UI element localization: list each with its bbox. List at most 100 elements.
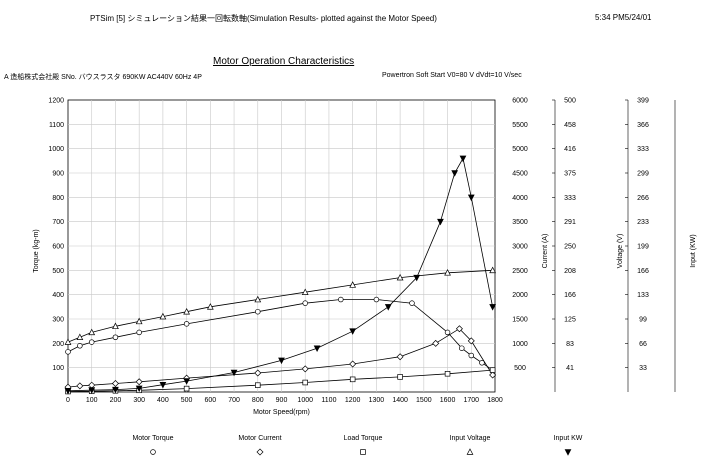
data-point — [455, 325, 463, 333]
y-tick-label: 166 — [564, 292, 576, 299]
data-point — [65, 349, 71, 355]
data-point — [230, 369, 238, 377]
y-tick-label: 41 — [566, 365, 574, 372]
legend-marker — [466, 448, 474, 455]
y-tick-label: 5500 — [512, 122, 528, 129]
legend-label: Input KW — [554, 435, 583, 442]
data-point — [459, 155, 467, 163]
legend-label: Motor Torque — [132, 435, 173, 442]
y-tick-label: 83 — [566, 341, 574, 348]
data-point — [479, 360, 485, 366]
y-axis-label: Current (A) — [542, 234, 549, 269]
data-point — [183, 321, 190, 327]
y-tick-label: 208 — [564, 268, 576, 275]
y-tick-label: 1100 — [49, 122, 64, 129]
x-tick-label: 400 — [157, 397, 169, 404]
legend-label: Motor Current — [238, 435, 281, 442]
data-point — [88, 339, 95, 345]
data-point — [206, 303, 214, 310]
data-point — [301, 365, 309, 373]
y-axis-label: Voltage (V) — [617, 234, 624, 269]
data-point — [413, 274, 421, 282]
data-point — [489, 367, 496, 373]
y-tick-label: 1000 — [48, 146, 64, 153]
data-point — [349, 376, 356, 383]
data-point — [254, 369, 262, 377]
motor-info: A 造船株式会社殿 SNo. バウスラスタ 690KW AC440V 60Hz … — [4, 74, 202, 81]
x-tick-label: 1600 — [440, 397, 456, 404]
x-tick-label: 900 — [276, 397, 288, 404]
y-tick-label: 800 — [52, 195, 64, 202]
y-tick-label: 1000 — [512, 341, 528, 348]
timestamp: 5:34 PM5/24/01 — [595, 13, 652, 22]
y-tick-label: 300 — [52, 317, 64, 324]
data-point — [76, 382, 84, 390]
data-point — [183, 307, 190, 315]
y-tick-label: 458 — [564, 122, 576, 129]
x-tick-label: 1100 — [321, 397, 336, 404]
y-tick-label: 33 — [639, 365, 647, 372]
softstart-info: Powertron Soft Start V0=80 V dVdt=10 V/s… — [382, 72, 522, 79]
y-tick-label: 5000 — [512, 146, 528, 153]
data-point — [111, 379, 119, 387]
data-point — [338, 296, 344, 303]
data-point — [112, 322, 119, 330]
data-point — [489, 371, 497, 379]
data-point — [451, 170, 459, 177]
y-tick-label: 250 — [564, 244, 576, 251]
y-tick-label: 399 — [637, 98, 649, 105]
data-point — [254, 295, 262, 303]
y-tick-label: 200 — [52, 341, 64, 348]
y-axis-label: Torque (kg-m) — [33, 229, 40, 273]
data-point — [313, 345, 321, 352]
y-tick-label: 416 — [564, 146, 576, 153]
x-tick-label: 1400 — [392, 397, 408, 404]
y-tick-label: 333 — [564, 195, 576, 202]
y-tick-label: 333 — [637, 146, 649, 153]
x-tick-label: 1500 — [416, 397, 432, 404]
legend-marker — [150, 449, 156, 455]
x-tick-label: 0 — [66, 397, 70, 404]
x-tick-label: 800 — [252, 397, 264, 404]
x-tick-label: 1200 — [345, 397, 361, 404]
y-tick-label: 500 — [564, 98, 576, 105]
data-point — [183, 385, 190, 392]
legend-marker — [256, 448, 264, 456]
data-point — [255, 308, 261, 315]
y-tick-label: 3000 — [512, 244, 528, 251]
y-tick-label: 600 — [52, 244, 64, 251]
y-tick-label: 400 — [52, 292, 64, 299]
y-tick-label: 2000 — [512, 292, 528, 299]
data-point — [349, 281, 357, 288]
y-tick-label: 1200 — [48, 98, 64, 105]
data-point — [373, 296, 380, 303]
data-point — [467, 337, 475, 345]
data-point — [444, 371, 451, 377]
y-tick-label: 4500 — [512, 171, 528, 178]
series-line — [67, 299, 493, 371]
data-point — [88, 381, 96, 389]
x-tick-label: 100 — [86, 397, 98, 404]
data-point — [159, 381, 167, 389]
data-point — [444, 269, 451, 276]
y-tick-label: 366 — [637, 122, 649, 129]
x-tick-label: 700 — [228, 397, 240, 404]
y-tick-label: 199 — [637, 244, 649, 251]
y-tick-label: 266 — [637, 195, 649, 202]
y-tick-label: 100 — [52, 365, 64, 372]
data-point — [301, 288, 309, 295]
data-point — [396, 273, 404, 281]
data-point — [135, 378, 143, 386]
series-line — [67, 369, 493, 392]
data-point — [64, 338, 72, 345]
data-point — [112, 386, 119, 394]
data-point — [136, 329, 142, 336]
data-point — [76, 333, 84, 340]
y-tick-label: 291 — [564, 219, 576, 226]
y-tick-label: 375 — [564, 171, 576, 178]
y-tick-label: 1500 — [512, 317, 528, 324]
data-point — [397, 374, 403, 380]
chart-title: Motor Operation Characteristics — [213, 56, 355, 67]
y-tick-label: 125 — [564, 317, 576, 324]
